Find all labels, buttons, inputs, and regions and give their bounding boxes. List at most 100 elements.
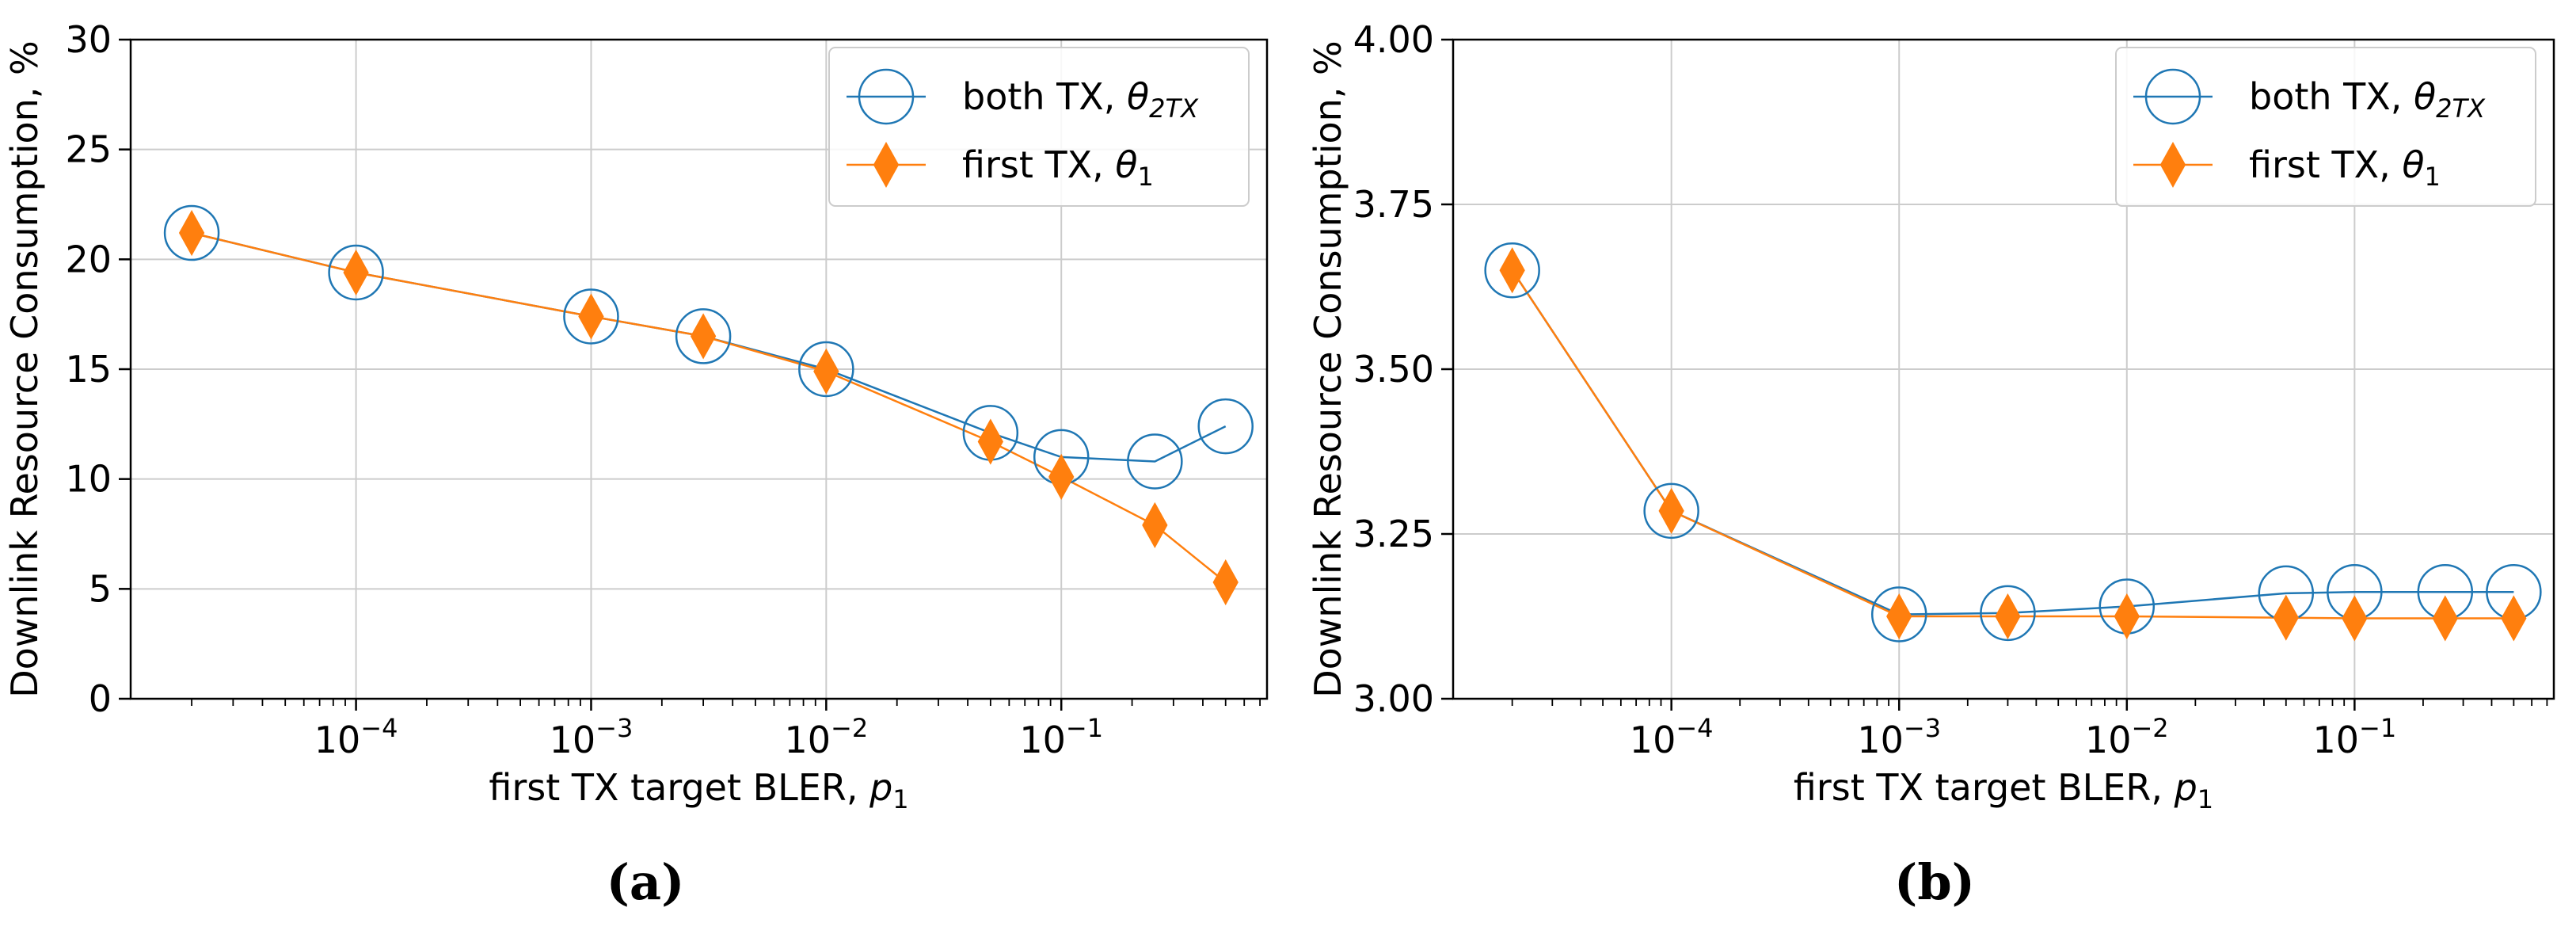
legend-box	[2115, 47, 2536, 207]
x-tick-base: 10	[2313, 719, 2360, 761]
data-point-both-tx	[1197, 398, 1254, 455]
y-tick-label: 10	[65, 458, 112, 501]
y-tick-label: 25	[65, 128, 112, 171]
data-point-both-tx	[675, 308, 732, 364]
x-tick-base: 10	[1019, 719, 1066, 761]
x-tick-base: 10	[314, 719, 361, 761]
figure-caption: (b)	[1894, 853, 1975, 911]
data-point-first-tx	[2273, 594, 2299, 641]
data-point-first-tx	[1886, 593, 1912, 640]
series-markers-both-tx	[1484, 242, 2542, 642]
y-tick-label: 3.25	[1353, 513, 1434, 555]
legend-label-subscript: 2TX	[2436, 93, 2486, 124]
x-tick-base: 10	[1630, 719, 1676, 761]
legend-box	[828, 47, 1250, 207]
x-tick-exponent: −3	[1904, 713, 1941, 743]
legend-label-symbol: θ	[1127, 75, 1149, 118]
x-axis-label-symbol: p	[869, 766, 892, 809]
legend-label-name: both TX,	[962, 75, 1127, 118]
x-axis-label-text: first TX target BLER,	[1794, 766, 2175, 809]
y-tick-label: 30	[65, 18, 112, 61]
data-point-first-tx	[690, 313, 717, 360]
x-tick-exponent: −1	[1066, 713, 1103, 743]
legend-marker-circle	[2144, 68, 2201, 125]
x-tick-label: 10−4	[1630, 713, 1714, 761]
x-minor-ticks	[191, 699, 1261, 706]
data-point-first-tx	[1212, 559, 1239, 606]
legend-marker-diamond	[873, 141, 900, 189]
data-point-both-tx	[563, 288, 619, 345]
legend-label-symbol: θ	[1115, 143, 1137, 186]
data-point-first-tx	[1658, 487, 1684, 534]
data-point-first-tx	[813, 348, 839, 395]
x-axis-label-subscript: 1	[892, 784, 908, 814]
data-point-first-tx	[343, 249, 369, 296]
x-axis-label-text: first TX target BLER,	[489, 766, 869, 809]
legend-label-name: first TX,	[962, 143, 1115, 186]
data-point-both-tx	[1127, 433, 1183, 490]
data-point-first-tx	[1142, 501, 1168, 548]
x-tick-exponent: −4	[360, 713, 398, 743]
x-tick-label: 10−1	[2313, 713, 2397, 761]
x-tick-exponent: −1	[2359, 713, 2396, 743]
y-axis-label: Downlink Resource Consumption, %	[1307, 40, 1349, 698]
series-line-first-tx	[191, 231, 1227, 583]
data-point-first-tx	[578, 293, 604, 340]
data-point-first-tx	[2342, 595, 2368, 642]
x-tick-label: 10−3	[550, 713, 634, 761]
legend-label-name: first TX,	[2249, 143, 2402, 186]
x-tick-base: 10	[2085, 719, 2132, 761]
legend-marker-diamond	[2159, 141, 2186, 189]
y-tick-label: 15	[65, 348, 112, 391]
legend-label-symbol: θ	[2402, 143, 2424, 186]
x-tick-base: 10	[550, 719, 596, 761]
series-markers-first-tx	[1499, 247, 2527, 642]
data-point-both-tx	[1484, 242, 1540, 299]
x-tick-label: 10−3	[1857, 713, 1941, 761]
y-tick-label: 3.00	[1353, 677, 1434, 720]
data-point-first-tx	[2432, 595, 2458, 642]
legend-label: first TX, θ1	[2249, 143, 2441, 192]
y-tick-label: 3.50	[1353, 348, 1434, 391]
y-tick-label: 20	[65, 238, 112, 280]
y-axis-label: Downlink Resource Consumption, %	[3, 40, 46, 698]
y-tick-label: 5	[89, 567, 112, 610]
y-tick-label: 3.75	[1353, 183, 1434, 226]
data-point-both-tx	[798, 341, 854, 398]
y-tick-label: 0	[89, 677, 112, 720]
x-tick-label: 10−2	[2085, 713, 2169, 761]
x-axis-label-subscript: 1	[2197, 784, 2213, 814]
data-point-first-tx	[1499, 247, 1525, 294]
legend-label: both TX, θ2TX	[962, 75, 1199, 124]
x-tick-exponent: −2	[831, 713, 868, 743]
x-tick-label: 10−4	[314, 713, 398, 761]
data-point-both-tx	[328, 244, 384, 301]
chart-b: 10−4 10−3 10−2 10−13.003.253.503.754.00firs…	[1307, 18, 2555, 911]
data-point-both-tx	[1870, 586, 1927, 642]
legend-label-subscript: 1	[2425, 162, 2441, 192]
legend-label-subscript: 1	[1138, 162, 1154, 192]
data-point-first-tx	[1995, 593, 2021, 640]
data-point-first-tx	[178, 209, 205, 257]
x-minor-ticks	[1511, 699, 2548, 706]
data-point-first-tx	[977, 418, 1003, 465]
legend-label: both TX, θ2TX	[2249, 75, 2486, 124]
figure-caption: (a)	[607, 853, 685, 911]
x-tick-base: 10	[784, 719, 831, 761]
legend-label: first TX, θ1	[962, 143, 1154, 192]
legend-marker-circle	[858, 68, 915, 125]
data-point-both-tx	[1980, 585, 2036, 642]
data-point-both-tx	[163, 204, 220, 261]
x-tick-exponent: −2	[2131, 713, 2168, 743]
data-point-both-tx	[1643, 482, 1699, 540]
legend-label-symbol: θ	[2414, 75, 2436, 118]
x-axis-label-symbol: p	[2174, 766, 2197, 809]
data-point-first-tx	[2114, 593, 2140, 640]
data-point-first-tx	[2501, 595, 2527, 642]
series-markers-first-tx	[178, 209, 1239, 606]
legend-label-subscript: 2TX	[1149, 93, 1199, 124]
x-tick-base: 10	[1857, 719, 1904, 761]
